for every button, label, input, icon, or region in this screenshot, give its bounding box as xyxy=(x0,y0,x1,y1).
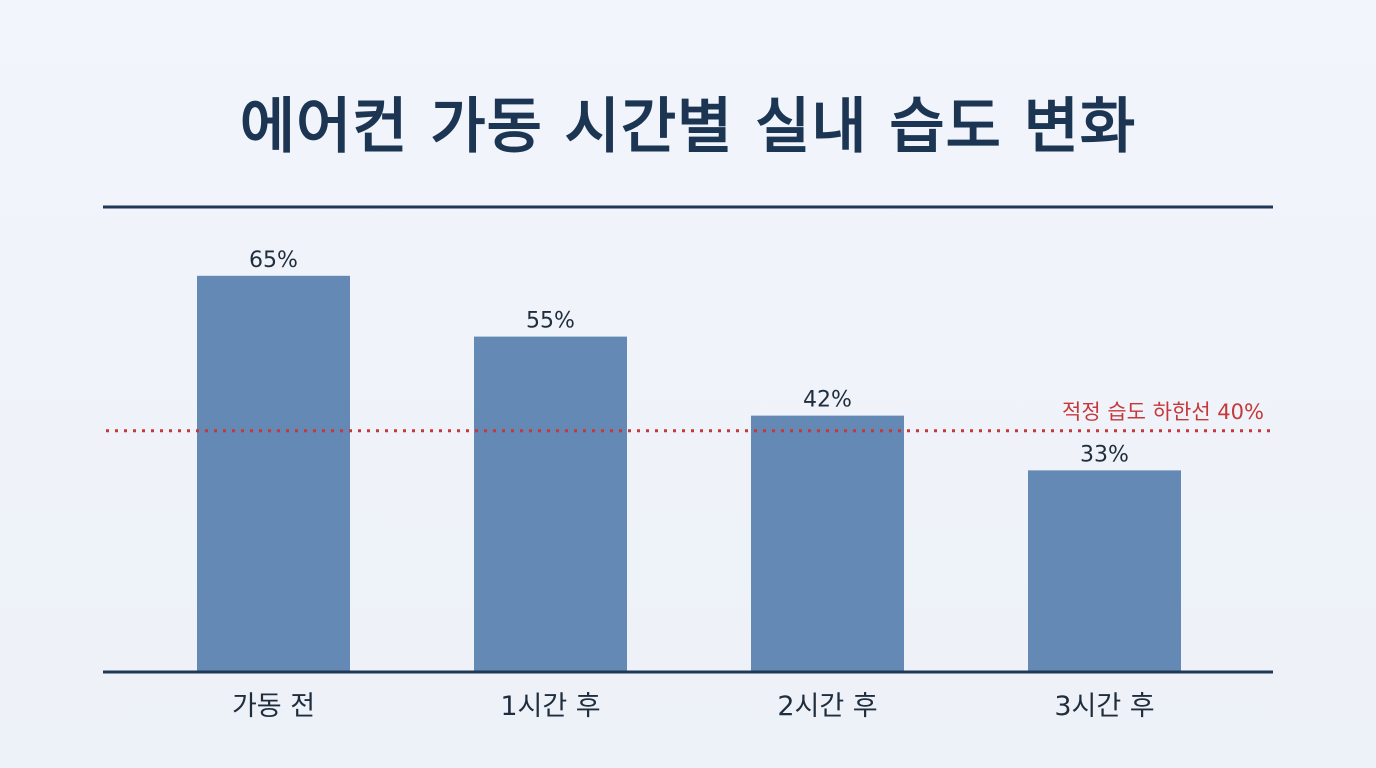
reference-layer: 적정 습도 하한선 40% xyxy=(106,400,1273,433)
bar-1 xyxy=(197,275,350,671)
category-label-4: 3시간 후 xyxy=(1054,691,1154,722)
value-label-4: 33% xyxy=(1080,442,1129,467)
value-label-1: 65% xyxy=(249,248,298,273)
bar-3 xyxy=(751,415,904,671)
category-label-1: 가동 전 xyxy=(232,691,315,722)
bars-layer xyxy=(197,275,1181,671)
value-label-3: 42% xyxy=(803,388,852,413)
labels-layer: 65% 가동 전 55% 1시간 후 42% 2시간 후 33% 3시간 후 xyxy=(232,248,1155,722)
category-label-3: 2시간 후 xyxy=(777,691,877,722)
value-label-2: 55% xyxy=(526,309,575,334)
bar-2 xyxy=(474,336,627,671)
bar-4 xyxy=(1028,470,1181,671)
chart-title: 에어컨 가동 시간별 실내 습도 변화 xyxy=(239,92,1137,162)
reference-line-label: 적정 습도 하한선 40% xyxy=(1062,400,1264,424)
category-label-2: 1시간 후 xyxy=(500,691,600,722)
